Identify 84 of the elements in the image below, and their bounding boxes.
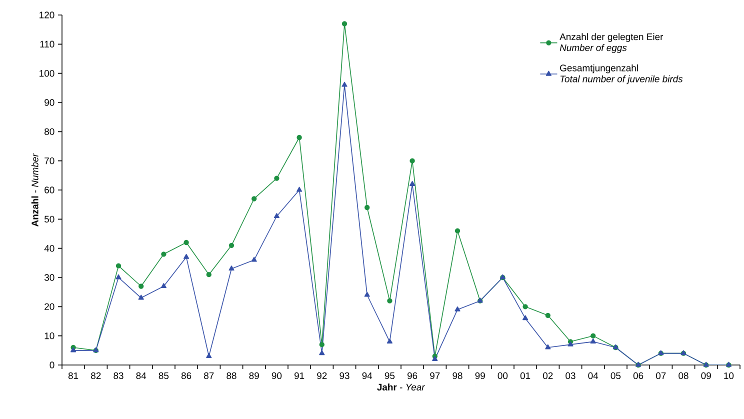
point [364,204,370,210]
point [409,180,416,186]
y-tick-label: 110 [40,40,54,48]
point [206,272,212,278]
x-tick-label: 87 [204,372,214,380]
point [319,350,325,356]
point [251,256,257,262]
y-tick-label: 10 [44,332,54,340]
point [252,196,257,202]
point [410,158,415,164]
point [545,344,551,350]
point [386,338,393,344]
y-tick-label: 90 [44,99,54,106]
point [228,242,234,248]
y-tick-label: 80 [44,128,54,136]
y-tick-label: 120 [40,12,54,18]
x-tick-label: 99 [475,372,485,380]
point [545,312,550,318]
point [228,266,234,271]
x-axis-title: Jahr - Year [377,384,426,391]
x-tick-label: 94 [362,372,372,380]
point [116,263,122,268]
x-tick-label: 91 [294,372,304,380]
point [319,342,324,348]
point [454,306,460,312]
point [342,82,348,87]
point [296,186,302,192]
x-tick-label: 89 [249,372,259,380]
x-tick-label: 84 [136,372,146,380]
y-tick-label: 0 [50,362,54,368]
point [522,315,528,320]
x-tick-label: 90 [272,372,282,380]
y-tick-label: 100 [40,70,54,77]
point [138,284,144,289]
point [116,274,122,280]
x-tick-label: 85 [158,372,169,380]
y-tick-label: 50 [44,216,54,223]
x-tick-label: 93 [340,372,350,380]
point [454,228,460,234]
y-tick-label: 60 [44,186,54,194]
x-tick-label: 03 [566,372,576,380]
point [160,283,167,288]
x-tick-label: 95 [384,372,395,380]
point [342,21,348,26]
point [183,254,190,259]
legend-label: Gesamtjungenzahl Total number of juvenile birds [560,64,683,84]
legend-label: Anzahl der gelegten Eier Number of eggs [560,33,664,53]
point [274,213,280,218]
point [590,333,596,338]
point [70,347,76,352]
x-tick-label: 07 [656,372,666,380]
x-tick-label: 97 [430,372,440,380]
point [590,338,596,344]
y-tick-label: 40 [44,244,54,252]
x-tick-label: 00 [498,372,508,380]
x-tick-label: 88 [226,372,236,380]
x-tick-label: 98 [452,372,462,380]
point [522,304,528,310]
point [296,134,302,140]
y-axis-title: Anzahl - Number [31,153,38,226]
point [184,240,189,246]
point [364,292,370,297]
x-tick-label: 04 [588,372,598,380]
point [387,298,392,304]
x-tick-label: 02 [543,372,553,380]
x-tick-label: 09 [701,372,711,380]
x-tick-label: 86 [181,372,192,380]
x-tick-label: 82 [91,372,101,380]
y-tick-label: 70 [44,157,54,164]
x-tick-label: 08 [678,372,688,380]
x-tick-label: 83 [114,372,124,380]
x-tick-label: 06 [633,372,644,380]
x-tick-label: 92 [317,372,327,380]
point [206,353,212,358]
x-tick-label: 01 [520,372,530,380]
y-tick-label: 20 [44,303,54,310]
x-tick-label: 81 [68,372,78,380]
x-tick-label: 05 [610,372,621,380]
point [138,294,144,300]
x-tick-label: 96 [407,372,418,380]
point [161,252,166,257]
point [274,176,280,181]
x-tick-label: 10 [724,372,734,380]
y-tick-label: 30 [44,274,54,281]
